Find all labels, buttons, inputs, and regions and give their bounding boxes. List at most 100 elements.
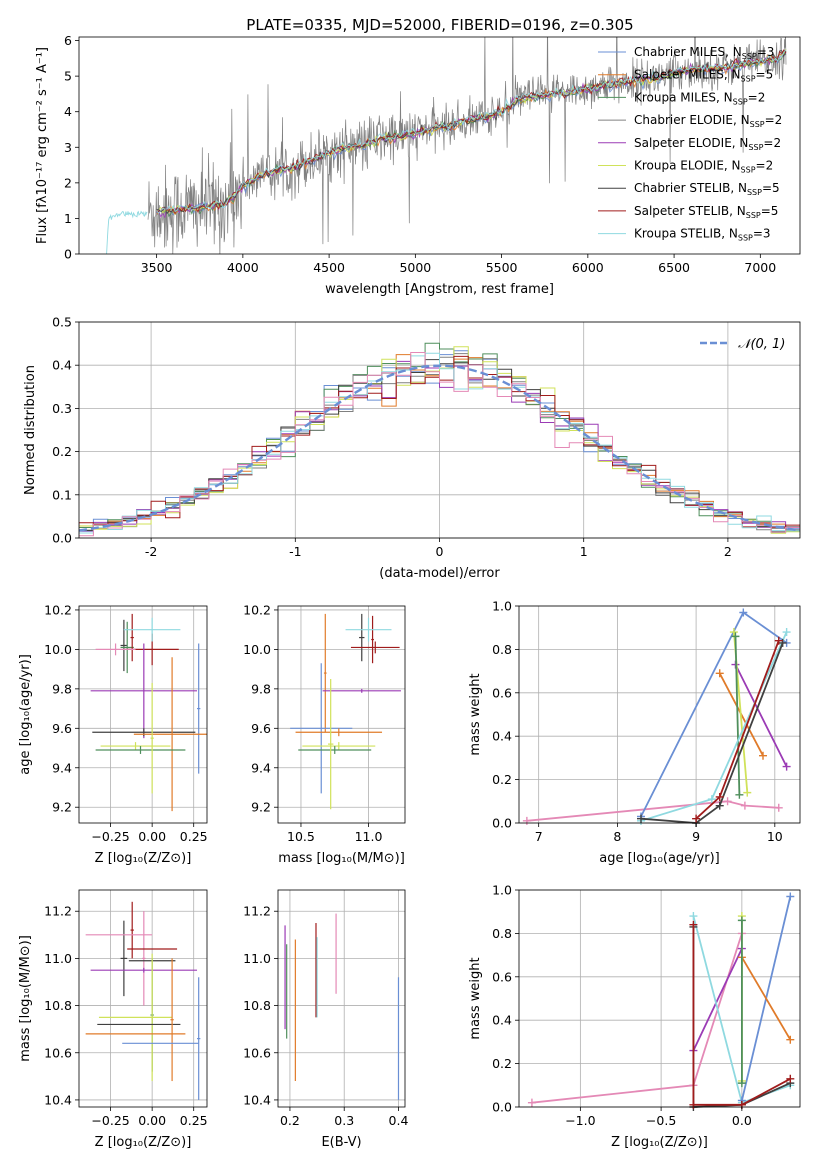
y-tick-label: 4 [64, 104, 72, 119]
legend-entry: Salpeter STELIB, NSSP=5 [634, 204, 778, 220]
y-tick-label: 10.2 [243, 602, 271, 617]
x-tick-label: −0.5 [646, 1113, 676, 1128]
legend-tail: =2 [756, 159, 774, 173]
axes-frame [518, 889, 801, 1108]
x-axis-label: (data-model)/error [379, 566, 500, 581]
weight-point-marker [692, 814, 701, 823]
x-tick-label: 0.00 [138, 829, 166, 844]
legend-label: Salpeter STELIB, N [634, 204, 746, 218]
y-tick-label: 0.5 [52, 315, 72, 330]
plot-area [90, 613, 207, 812]
weight-point-marker [689, 912, 698, 921]
y-tick-label: 0.2 [492, 772, 512, 787]
y-tick-label: 0.3 [52, 401, 72, 416]
model-spectrum-line-cyan [156, 49, 787, 214]
x-tick-label: −1.0 [565, 1113, 595, 1128]
x-tick-label: 10.5 [287, 829, 315, 844]
x-axis-label: Z [log₁₀(Z/Z⊙)] [611, 1135, 708, 1150]
legend-subscript: SSP [748, 143, 763, 152]
observed-spectrum-line [147, 37, 787, 254]
age-vs-metallicity-panel: −0.25 0.00 0.25 9.2 9.4 9.6 9.8 10.0 10.2 Z [log₁… [18, 602, 208, 866]
x-tick-label: 8 [613, 829, 621, 844]
weight-point-marker [723, 797, 732, 806]
legend-label: Kroupa ELODIE, N [634, 159, 741, 173]
weight-point-marker [737, 916, 746, 925]
x-tick-label: 0 [436, 544, 444, 559]
y-tick-label: 10.4 [243, 1092, 271, 1107]
x-axis-label: Z [log₁₀(Z/Z⊙)] [95, 851, 192, 866]
plot-area [522, 608, 791, 827]
x-tick-label: -2 [145, 544, 157, 559]
y-axis-label: Normed distribution [23, 365, 38, 495]
legend-label: Kroupa STELIB, N [634, 227, 738, 241]
y-tick-label: 0.0 [492, 1100, 512, 1115]
x-tick-label: 6000 [572, 260, 604, 275]
mass-weight-vs-age-panel: 7 8 9 10 0.0 0.2 0.4 0.6 0.8 1.0 age [log₁₀(age/yr… [468, 599, 801, 866]
weight-line-pink [531, 933, 743, 1104]
legend-entry: Chabrier ELODIE, NSSP=2 [634, 113, 782, 129]
plot-area [290, 613, 401, 810]
weight-point-marker [715, 792, 724, 801]
y-tick-label: 10.0 [44, 642, 72, 657]
y-tick-label: 10.6 [44, 1045, 72, 1060]
x-tick-label: 11.0 [355, 829, 383, 844]
weight-point-marker [689, 920, 698, 929]
plot-area [527, 892, 795, 1111]
x-tick-label: 2 [724, 544, 732, 559]
weight-point-marker [715, 801, 724, 810]
axes-frame [78, 605, 208, 824]
y-tick-label: 2 [64, 175, 72, 190]
weight-point-marker [759, 751, 768, 760]
x-tick-label: 0.00 [138, 1113, 166, 1128]
axes-frame [78, 889, 208, 1108]
mass-vs-metallicity-panel: −0.25 0.00 0.25 10.4 10.6 10.8 11.0 11.2 Z [log₁… [18, 889, 208, 1150]
x-axis-label: wavelength [Angstrom, rest frame] [325, 282, 554, 297]
weight-point-marker [782, 628, 791, 637]
model-spectrum-line-dark [156, 50, 787, 215]
y-tick-label: 6 [64, 33, 72, 48]
legend-entry: Kroupa STELIB, NSSP=3 [634, 227, 771, 243]
weight-point-marker [786, 1074, 795, 1083]
y-tick-label: 0.4 [492, 729, 512, 744]
legend-subscript: SSP [746, 211, 761, 220]
y-tick-label: 10.4 [44, 1092, 72, 1107]
weight-point-marker [637, 814, 646, 823]
x-axis-label: E(B-V) [321, 1135, 361, 1150]
weight-point-marker [735, 790, 744, 799]
legend-subscript: SSP [742, 52, 757, 61]
y-tick-label: 0.6 [492, 969, 512, 984]
legend-label: Chabrier STELIB, N [634, 181, 747, 195]
age-vs-mass-panel: 10.5 11.0 9.2 9.4 9.6 9.8 10.0 10.2 mass [log₁₀(… [243, 602, 406, 866]
legend-entry: Kroupa MILES, NSSP=2 [634, 90, 765, 106]
y-tick-label: 0.6 [492, 685, 512, 700]
y-tick-label: 10.8 [243, 998, 271, 1013]
y-tick-label: 9.4 [52, 760, 72, 775]
legend-tail: =2 [763, 136, 781, 150]
legend-entry: Salpeter ELODIE, NSSP=2 [634, 136, 781, 152]
x-tick-label: 0.25 [180, 1113, 208, 1128]
x-tick-label: 0.0 [732, 1113, 752, 1128]
y-tick-label: 9.8 [52, 681, 72, 696]
weight-point-marker [731, 632, 740, 641]
y-tick-label: 9.2 [251, 800, 271, 815]
y-tick-label: 10.0 [243, 642, 271, 657]
x-tick-label: 7000 [744, 260, 776, 275]
legend-subscript: SSP [741, 75, 756, 84]
legend-tail: =3 [753, 227, 771, 241]
y-tick-label: 5 [64, 69, 72, 84]
weight-point-marker [774, 636, 783, 645]
mass-vs-ebv-panel: 0.2 0.3 0.4 10.4 10.6 10.8 11.0 11.2 E(B-V) [243, 889, 408, 1150]
y-tick-label: 9.2 [52, 800, 72, 815]
figure-title: PLATE=0335, MJD=52000, FIBERID=0196, z=0… [246, 16, 633, 34]
weight-point-marker [743, 788, 752, 797]
legend-entry: Chabrier MILES, NSSP=3 [634, 45, 774, 61]
x-tick-label: -1 [289, 544, 301, 559]
mass-weight-vs-metallicity-panel: −1.0 −0.5 0.0 0.0 0.2 0.4 0.6 0.8 1.0 Z [log₁₀(Z/… [468, 883, 801, 1150]
x-axis-label: Z [log₁₀(Z/Z⊙)] [95, 1135, 192, 1150]
plot-area [284, 913, 400, 1100]
y-tick-label: 0 [64, 247, 72, 262]
weight-line-green [734, 636, 741, 795]
x-tick-label: 7 [535, 829, 543, 844]
y-tick-label: 9.4 [251, 760, 271, 775]
plot-area [106, 37, 787, 254]
